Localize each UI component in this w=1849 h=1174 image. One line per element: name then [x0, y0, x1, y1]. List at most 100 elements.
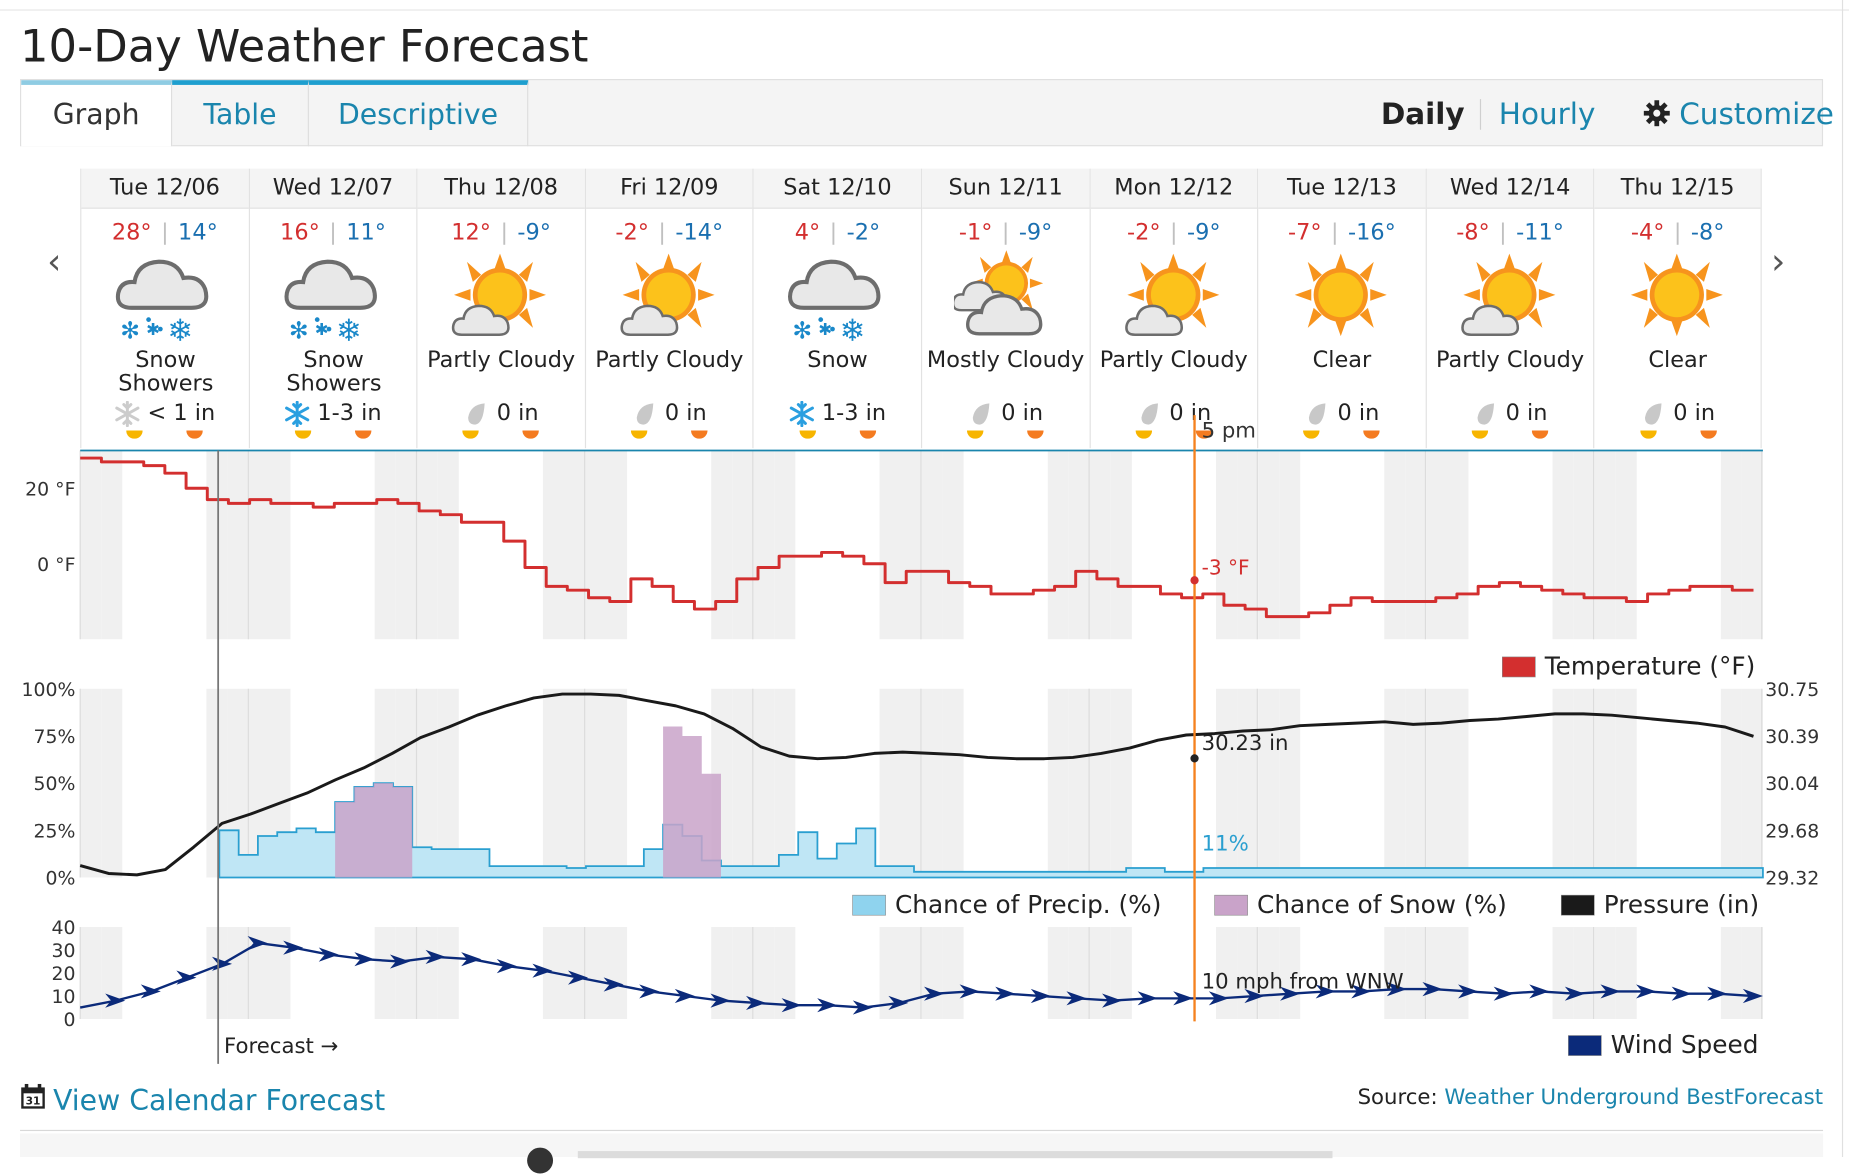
gear-icon: [1643, 100, 1670, 127]
temp-divider: |: [829, 219, 838, 246]
sunset-icon: [1363, 430, 1381, 439]
day-temps: -4° | -8°: [1595, 218, 1761, 246]
day-date: Sun 12/11: [922, 168, 1090, 209]
raindrop-icon: [1141, 402, 1158, 424]
sunrise-icon: [1303, 430, 1321, 439]
tab-descriptive[interactable]: Descriptive: [308, 80, 529, 147]
day-temps: -2° | -14°: [586, 218, 753, 246]
sunset-icon: [691, 430, 708, 439]
cursor-pressure-dot: [1190, 754, 1199, 763]
svg-text:✱: ✱: [314, 320, 328, 339]
day-column[interactable]: Wed 12/14 -8° | -11° Partly Cloudy 0 in: [1425, 168, 1594, 449]
high-temp: -1°: [958, 219, 993, 246]
sunrise-icon: [294, 430, 312, 439]
view-tab-bar: Graph Table Descriptive Daily Hourly Cus…: [20, 79, 1834, 147]
precip-amount: 0 in: [1001, 399, 1044, 426]
day-column[interactable]: Tue 12/06 28° | 14° ✻ ✱ ❄ Snow Showers < 1 in: [80, 168, 249, 449]
source-link[interactable]: Weather Underground BestForecast: [1444, 1085, 1824, 1110]
temperature-panel-night-band: [437, 450, 459, 640]
day-column[interactable]: Mon 12/12 -2° | -9° Partly Cloudy 0 in: [1089, 168, 1258, 449]
temp-divider: |: [1673, 219, 1682, 246]
wind-panel-night-band: [206, 927, 228, 1020]
temperature-panel-night-band: [732, 450, 754, 640]
precip-panel-night-band: [248, 688, 270, 878]
wind-direction-arrow: [1422, 982, 1443, 997]
precip-ytick: 25%: [34, 820, 76, 842]
wind-direction-arrow: [105, 993, 126, 1008]
wind-direction-arrow: [639, 984, 660, 999]
cursor-temperature-label: -3 °F: [1202, 555, 1250, 579]
wind-direction-arrow: [959, 984, 980, 999]
precip-panel-night-band: [563, 688, 586, 878]
wind-panel-night-band: [248, 927, 270, 1020]
snow-icon: ✻ ✱ ❄: [788, 259, 881, 341]
temperature-panel-night-band: [1047, 450, 1069, 640]
wind-direction-arrow: [1351, 984, 1372, 999]
wind-panel-night-band: [774, 927, 796, 1020]
chevron-left-icon[interactable]: ‹: [47, 241, 62, 284]
tab-graph[interactable]: Graph: [21, 80, 173, 147]
next-section-text: [577, 1151, 1333, 1159]
chevron-right-icon[interactable]: ›: [1771, 241, 1786, 284]
sun-shape: [1294, 253, 1387, 337]
temperature-panel-night-band: [416, 450, 438, 640]
precip-panel-night-band: [1615, 688, 1637, 878]
clear-icon: [1294, 253, 1387, 337]
tab-table[interactable]: Table: [172, 80, 309, 147]
wind-direction-arrow: [140, 984, 161, 999]
toggle-divider: [1479, 99, 1482, 130]
high-temp: -2°: [615, 219, 649, 246]
wind-direction-arrow: [496, 959, 517, 974]
cursor-precip-label: 11%: [1202, 831, 1249, 856]
hourly-toggle[interactable]: Hourly: [1498, 96, 1596, 131]
temperature-panel-night-band: [1279, 450, 1301, 640]
precip-panel-night-band: [753, 688, 775, 878]
temperature-panel-night-band: [1089, 450, 1111, 640]
wind-direction-arrow: [1600, 984, 1621, 999]
partly-cloudy-icon: [1460, 253, 1556, 337]
wind-direction-arrow: [211, 956, 233, 971]
temp-divider: |: [1001, 219, 1010, 246]
wind-panel-night-band: [1405, 927, 1427, 1020]
temperature-panel-night-band: [374, 450, 396, 640]
day-column[interactable]: Tue 12/13 -7° | -16° Clear 0 in: [1257, 168, 1426, 449]
temperature-panel-night-band: [542, 450, 564, 640]
temperature-panel-night-band: [1573, 450, 1595, 640]
temperature-ytick: 20 °F: [25, 478, 75, 500]
day-column[interactable]: Sat 12/10 4° | -2° ✻ ✱ ❄ Snow 1-3 in: [752, 168, 921, 449]
high-temp: 4°: [794, 219, 821, 246]
precip-panel-night-band: [101, 688, 123, 878]
wind-direction-arrow: [318, 947, 339, 962]
snowflake-blue-icon: [789, 400, 814, 427]
precip-amount: 0 in: [1673, 399, 1716, 426]
sunrise-icon: [967, 430, 984, 439]
day-column[interactable]: Wed 12/07 16° | 11° ✻ ✱ ❄ Snow Showers 1-3 in: [248, 168, 417, 449]
wind-direction-arrow: [710, 993, 731, 1008]
sun-shape: [1631, 253, 1724, 337]
sunrise-icon: [799, 430, 816, 439]
raindrop-icon: [1644, 402, 1662, 424]
daily-toggle[interactable]: Daily: [1380, 96, 1465, 131]
snowflake-gray-icon: [115, 400, 140, 427]
day-column[interactable]: Thu 12/15 -4° | -8° Clear 0 in: [1593, 168, 1762, 449]
high-temp: -4°: [1630, 219, 1665, 246]
day-column[interactable]: Fri 12/09 -2° | -14° Partly Cloudy 0 in: [584, 168, 753, 449]
precip-amount: 0 in: [1169, 399, 1212, 426]
customize-button[interactable]: Customize: [1643, 97, 1838, 135]
low-temp: -9°: [1018, 219, 1053, 246]
wind-panel-night-band: [606, 927, 628, 1020]
precip-amount: 0 in: [1505, 399, 1548, 426]
pressure-ytick: 29.32: [1765, 868, 1819, 890]
precip-panel-night-band: [1552, 688, 1574, 878]
day-temps: -1° | -9°: [922, 218, 1089, 246]
wind-direction-arrow: [532, 963, 553, 978]
day-condition: Partly Cloudy: [1099, 346, 1248, 373]
sunset-icon: [1195, 430, 1213, 439]
temp-divider: |: [329, 219, 337, 246]
day-column[interactable]: Thu 12/08 12° | -9° Partly Cloudy 0 in: [416, 168, 585, 449]
temperature-panel-night-band: [711, 450, 733, 640]
pressure-ytick: 30.04: [1765, 773, 1819, 795]
temperature-panel-night-band: [269, 450, 291, 640]
temperature-panel-night-band: [1384, 450, 1406, 640]
day-column[interactable]: Sun 12/11 -1° | -9° Mostly Cloudy 0 in: [920, 168, 1090, 449]
